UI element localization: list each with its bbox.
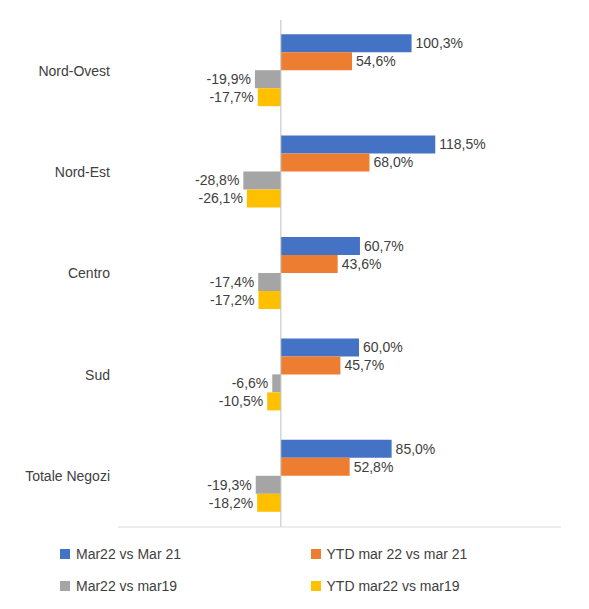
html-text:Mar22 vs Mar 21: Mar22 vs Mar 21	[76, 546, 181, 562]
svg-text:52,8%: 52,8%	[354, 459, 394, 475]
html-text:YTD mar22 vs mar19: YTD mar22 vs mar19	[326, 578, 460, 594]
html-text:YTD mar 22 vs mar 21: YTD mar 22 vs mar 21	[326, 546, 468, 562]
svg-text:60,0%: 60,0%	[363, 339, 403, 355]
svg-text:43,6%: 43,6%	[342, 256, 382, 272]
svg-text:68,0%: 68,0%	[373, 154, 413, 170]
svg-text:100,3%: 100,3%	[416, 35, 463, 51]
svg-text:-17,4%: -17,4%	[210, 274, 254, 290]
svg-text:60,7%: 60,7%	[364, 238, 404, 254]
svg-text:-19,9%: -19,9%	[207, 71, 251, 87]
svg-text:-17,7%: -17,7%	[209, 89, 253, 105]
svg-text:Nord-Est: Nord-Est	[55, 164, 110, 180]
svg-text:Sud: Sud	[85, 367, 110, 383]
svg-text:85,0%: 85,0%	[396, 441, 436, 457]
svg-text:-6,6%: -6,6%	[232, 375, 269, 391]
svg-text:Centro: Centro	[68, 265, 110, 281]
html-text:Mar22 vs mar19: Mar22 vs mar19	[76, 578, 178, 594]
svg-text:-26,1%: -26,1%	[199, 190, 243, 206]
svg-text:Nord-Ovest: Nord-Ovest	[38, 63, 110, 79]
svg-text:45,7%: 45,7%	[344, 357, 384, 373]
svg-text:Totale Negozi: Totale Negozi	[25, 468, 110, 484]
svg-text:-10,5%: -10,5%	[219, 393, 263, 409]
svg-text:118,5%: 118,5%	[439, 136, 485, 152]
svg-text:-18,2%: -18,2%	[209, 495, 253, 511]
svg-text:54,6%: 54,6%	[356, 53, 396, 69]
svg-text:-19,3%: -19,3%	[207, 477, 251, 493]
svg-text:-28,8%: -28,8%	[195, 172, 239, 188]
svg-text:-17,2%: -17,2%	[210, 292, 254, 308]
